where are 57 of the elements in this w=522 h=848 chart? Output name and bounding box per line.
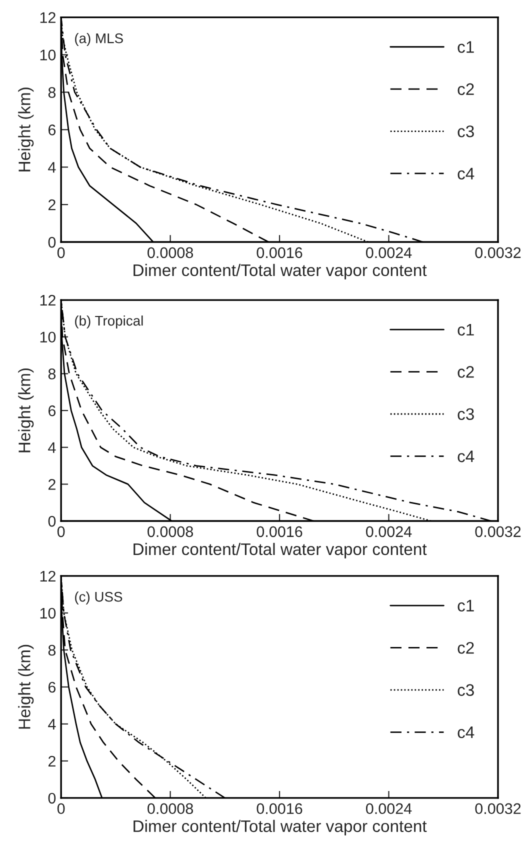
x-tick-label: 0.0016 <box>256 803 302 814</box>
y-axis-title: Height (km) <box>18 644 34 729</box>
y-tick-label: 10 <box>40 50 56 60</box>
y-axis-title: Height (km) <box>18 88 34 172</box>
y-tick-label: 0 <box>48 236 56 248</box>
x-axis-title: Dimer content/Total water vapor content <box>134 264 427 280</box>
text: (a) MLS <box>75 33 123 46</box>
legend-label: c2 <box>458 642 474 654</box>
y-tick-label: 12 <box>40 570 56 582</box>
x-tick-label: 0 <box>57 526 65 538</box>
y-tick-label: 12 <box>40 294 56 306</box>
y-tick-label: 8 <box>48 87 56 98</box>
y-tick-label: 2 <box>48 479 56 490</box>
x-tick-label: 0 <box>57 247 65 258</box>
y-tick-label: 0 <box>48 792 56 804</box>
y-tick-label: 8 <box>48 644 56 656</box>
x-tick-label: 0.0032 <box>475 247 521 258</box>
x-tick-label: 0 <box>57 803 65 814</box>
y-tick-label: 8 <box>48 368 56 380</box>
legend-label: c2 <box>458 83 474 96</box>
y-tick-label: 12 <box>40 12 56 23</box>
x-tick-label: 0.0016 <box>256 526 302 538</box>
y-tick-label: 6 <box>48 682 56 693</box>
legend-label: c2 <box>458 366 474 378</box>
y-tick-label: 0 <box>48 516 56 527</box>
y-tick-label: 6 <box>48 405 56 416</box>
legend-label: c1 <box>458 324 474 336</box>
legend-label: c3 <box>458 125 474 138</box>
x-tick-label: 0.0024 <box>366 803 412 814</box>
legend-label: c4 <box>458 450 474 462</box>
legend-label: c1 <box>458 600 474 612</box>
legend-label: c4 <box>458 168 474 180</box>
legend-label: c1 <box>458 41 474 53</box>
x-tick-label: 0.0016 <box>256 247 302 258</box>
x-tick-label: 0.0032 <box>475 803 521 814</box>
x-tick-label: 0.0032 <box>475 526 521 538</box>
y-axis-title: Height (km) <box>18 368 34 452</box>
y-tick-label: 6 <box>48 124 56 136</box>
y-tick-label: 2 <box>48 756 56 767</box>
legend-label: c4 <box>458 726 474 738</box>
y-tick-label: 4 <box>48 442 56 453</box>
text: (c) USS <box>75 592 122 604</box>
legend-label: c3 <box>458 408 474 420</box>
y-tick-label: 10 <box>40 608 56 619</box>
text: (b) Tropical <box>75 315 143 328</box>
x-axis-title: Dimer content/Total water vapor content <box>134 820 427 836</box>
y-tick-label: 10 <box>40 332 56 343</box>
x-tick-label: 0.0008 <box>148 526 194 538</box>
legend-label: c3 <box>458 684 474 696</box>
x-axis-title: Dimer content/Total water vapor content <box>134 542 427 558</box>
x-tick-label: 0.0008 <box>148 803 194 814</box>
x-tick-label: 0.0024 <box>366 526 412 538</box>
y-tick-label: 2 <box>48 199 56 210</box>
y-tick-label: 4 <box>48 718 56 730</box>
y-tick-label: 4 <box>48 162 56 173</box>
x-tick-label: 0.0024 <box>366 247 412 258</box>
x-tick-label: 0.0008 <box>148 247 194 258</box>
